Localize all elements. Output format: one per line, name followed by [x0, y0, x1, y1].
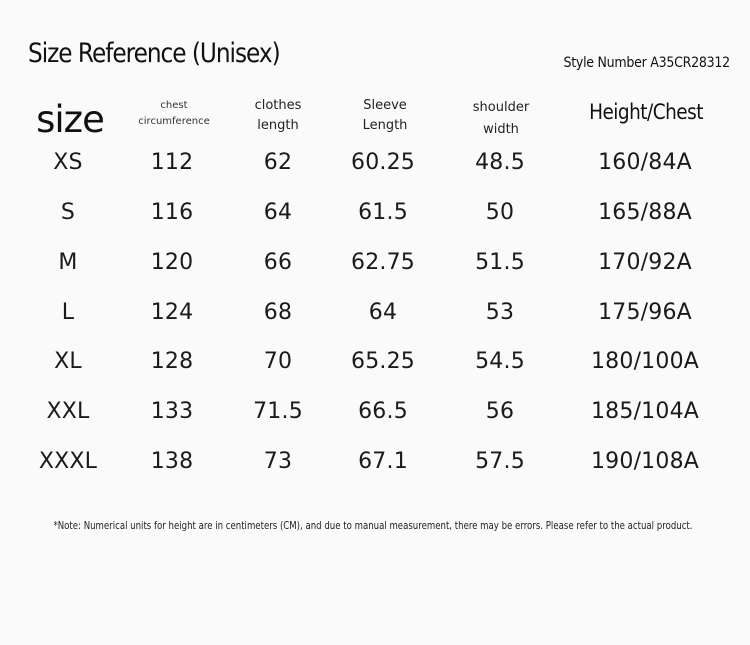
cell-length: 71.5 [253, 399, 303, 424]
cell-shoulder: 54.5 [475, 349, 525, 374]
cell-chest: 138 [150, 449, 194, 474]
cell-sleeve: 65.25 [351, 349, 415, 374]
cell-sleeve: 67.1 [358, 449, 408, 474]
cell-chest: 133 [150, 399, 194, 424]
cell-length: 73 [263, 449, 293, 474]
cell-length: 68 [263, 300, 293, 325]
cell-sleeve: 66.5 [358, 399, 408, 424]
cell-height-chest: 170/92A [598, 250, 692, 275]
cell-height-chest: 185/104A [590, 399, 700, 424]
header-shoulder-line2: width [483, 122, 519, 137]
cell-chest: 124 [150, 300, 194, 325]
cell-shoulder: 53 [485, 300, 515, 325]
measurement-note: *Note: Numerical units for height are in… [53, 519, 693, 532]
cell-shoulder: 51.5 [475, 250, 525, 275]
cell-chest: 128 [150, 349, 194, 374]
cell-size: L [61, 300, 75, 325]
header-chest-line2: circumference [138, 116, 210, 127]
cell-length: 70 [263, 349, 293, 374]
header-size: size [36, 98, 105, 141]
cell-sleeve: 62.75 [351, 250, 415, 275]
cell-shoulder: 48.5 [475, 150, 525, 175]
header-clothes-length: clothes length [255, 96, 302, 136]
cell-size: XS [53, 150, 83, 175]
cell-length: 62 [263, 150, 293, 175]
cell-size: XXL [46, 399, 90, 424]
cell-chest: 112 [150, 150, 194, 175]
page-title: Size Reference (Unisex) [28, 38, 281, 69]
cell-length: 64 [263, 200, 293, 225]
style-number: Style Number A35CR28312 [563, 55, 731, 71]
cell-shoulder: 57.5 [475, 449, 525, 474]
header-chest-circumference: chest circumference [138, 98, 209, 130]
cell-chest: 120 [150, 250, 194, 275]
header-sleeve-length: Sleeve Length [363, 96, 408, 136]
cell-shoulder: 50 [485, 200, 515, 225]
cell-length: 66 [263, 250, 293, 275]
cell-height-chest: 190/108A [590, 449, 700, 474]
header-shoulder-line1: shoulder [472, 100, 530, 115]
header-sleeve-line1: Sleeve [363, 98, 407, 113]
cell-shoulder: 56 [485, 399, 515, 424]
cell-height-chest: 180/100A [590, 349, 700, 374]
header-shoulder-width: shoulder width [473, 97, 529, 141]
header-height-chest: Height/Chest [589, 100, 703, 124]
cell-sleeve: 61.5 [358, 200, 408, 225]
header-chest-line1: chest [160, 100, 188, 111]
header-clothes-line2: length [257, 118, 299, 133]
cell-height-chest: 165/88A [598, 200, 692, 225]
header-sleeve-line2: Length [362, 118, 408, 133]
cell-chest: 116 [150, 200, 194, 225]
cell-sleeve: 64 [368, 300, 398, 325]
cell-size: M [58, 250, 78, 275]
header-clothes-line1: clothes [254, 98, 302, 113]
cell-size: S [60, 200, 76, 225]
cell-size: XL [54, 349, 82, 374]
cell-size: XXXL [38, 449, 98, 474]
cell-sleeve: 60.25 [351, 150, 415, 175]
cell-height-chest: 160/84A [598, 150, 692, 175]
cell-height-chest: 175/96A [598, 300, 692, 325]
